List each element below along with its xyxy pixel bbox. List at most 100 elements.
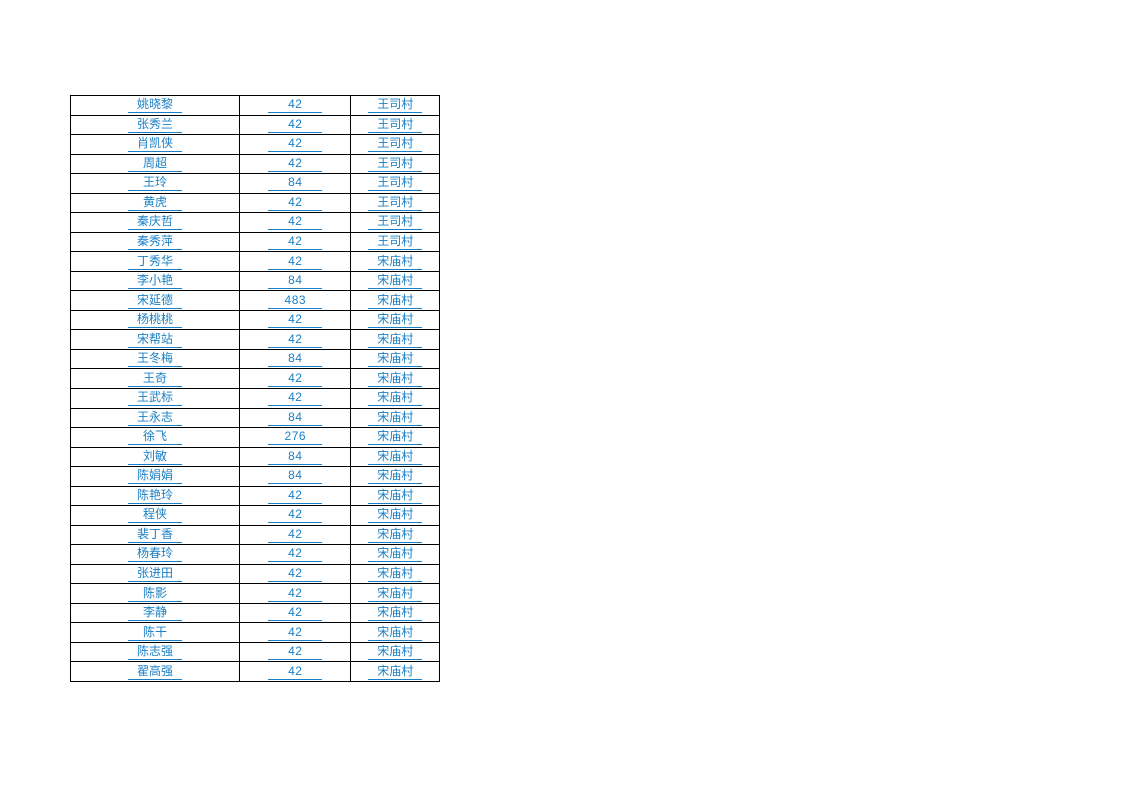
- cell-village: 宋庙村: [351, 311, 439, 330]
- cell-value: 42: [240, 213, 352, 232]
- cell-village: 宋庙村: [351, 623, 439, 642]
- cell-value-text: 42: [268, 97, 323, 114]
- cell-village-text: 宋庙村: [368, 429, 423, 446]
- cell-name-text: 陈艳玲: [128, 488, 183, 504]
- cell-village: 宋庙村: [351, 467, 439, 486]
- cell-value: 42: [240, 525, 352, 545]
- cell-village-text: 王司村: [368, 117, 423, 133]
- cell-value-text: 84: [268, 351, 323, 368]
- cell-name-text: 王玲: [128, 175, 183, 192]
- table-row: 杨春玲 42 宋庙村: [71, 545, 439, 565]
- cell-name: 陈干: [71, 623, 241, 642]
- cell-name-text: 陈志强: [128, 644, 183, 661]
- table-row: 李静 42 宋庙村: [71, 603, 439, 624]
- cell-value: 42: [240, 564, 352, 584]
- cell-village: 宋庙村: [351, 526, 439, 545]
- cell-name: 黄虎: [71, 193, 241, 213]
- cell-name: 李小艳: [71, 271, 241, 291]
- table-row: 徐飞 276 宋庙村: [71, 428, 439, 448]
- cell-village-text: 宋庙村: [368, 351, 423, 368]
- cell-village-text: 宋庙村: [368, 625, 423, 641]
- cell-village-text: 宋庙村: [368, 507, 423, 524]
- cell-name-text: 秦庆哲: [128, 214, 183, 231]
- cell-value: 42: [240, 310, 352, 330]
- cell-value: 42: [240, 603, 352, 623]
- cell-village-text: 宋庙村: [368, 566, 423, 583]
- cell-value: 42: [240, 486, 352, 506]
- table-row: 陈干 42 宋庙村: [71, 623, 439, 643]
- cell-value-text: 42: [268, 371, 323, 387]
- table-row: 姚晓黎 42 王司村: [71, 96, 439, 116]
- cell-name: 丁秀华: [71, 252, 241, 271]
- cell-name-text: 翟高强: [128, 664, 183, 680]
- cell-name: 杨桃桃: [71, 310, 241, 330]
- cell-name-text: 王武标: [128, 390, 183, 407]
- cell-village-text: 宋庙村: [368, 293, 423, 309]
- cell-value-text: 42: [268, 644, 323, 661]
- cell-village: 宋庙村: [351, 506, 439, 525]
- cell-village-text: 宋庙村: [368, 488, 423, 504]
- cell-village-text: 王司村: [368, 234, 423, 250]
- cell-value: 42: [240, 369, 352, 388]
- cell-name: 秦秀萍: [71, 232, 241, 252]
- cell-value-text: 42: [268, 488, 323, 504]
- cell-value-text: 42: [268, 117, 323, 133]
- cell-value-text: 84: [268, 273, 323, 290]
- cell-name-text: 李小艳: [128, 273, 183, 290]
- cell-value-text: 42: [268, 664, 323, 680]
- cell-value-text: 42: [268, 586, 323, 602]
- table-row: 张进田 42 宋庙村: [71, 564, 439, 585]
- cell-village-text: 王司村: [368, 156, 423, 172]
- table-row: 程侠 42 宋庙村: [71, 506, 439, 526]
- cell-name-text: 宋帮站: [128, 332, 183, 348]
- cell-name: 姚晓黎: [71, 96, 241, 115]
- cell-value: 84: [240, 467, 352, 486]
- cell-value-text: 84: [268, 449, 323, 465]
- cell-value: 84: [240, 447, 352, 467]
- cell-village-text: 王司村: [368, 136, 423, 153]
- cell-name-text: 陈影: [128, 586, 183, 602]
- cell-name: 刘敏: [71, 447, 241, 467]
- table-row: 陈娟娟 84 宋庙村: [71, 467, 439, 487]
- table-row: 王冬梅 84 宋庙村: [71, 349, 439, 370]
- cell-village-text: 宋庙村: [368, 410, 423, 426]
- cell-village: 王司村: [351, 174, 439, 193]
- cell-value: 42: [240, 545, 352, 564]
- cell-name: 杨春玲: [71, 545, 241, 564]
- cell-name: 陈娟娟: [71, 467, 241, 486]
- cell-name: 张进田: [71, 564, 241, 584]
- cell-village: 宋庙村: [351, 409, 439, 428]
- cell-village: 宋庙村: [351, 291, 439, 310]
- cell-village: 王司村: [351, 96, 439, 115]
- cell-name-text: 王冬梅: [128, 351, 183, 368]
- cell-name-text: 杨春玲: [128, 546, 183, 563]
- cell-value-text: 42: [268, 136, 323, 153]
- cell-value-text: 84: [268, 175, 323, 192]
- cell-village: 宋庙村: [351, 252, 439, 271]
- table-row: 宋延德 483 宋庙村: [71, 291, 439, 311]
- cell-village: 宋庙村: [351, 565, 439, 584]
- cell-value: 42: [240, 252, 352, 271]
- cell-value-text: 42: [268, 546, 323, 563]
- cell-village: 宋庙村: [351, 428, 439, 447]
- data-table: 姚晓黎 42 王司村 张秀兰 42 王司村 肖凯侠 42 王司村 周超 42 王司村 王玲 84 王司村 黄虎…: [70, 95, 440, 682]
- cell-name-text: 丁秀华: [128, 254, 183, 270]
- cell-village-text: 宋庙村: [368, 546, 423, 563]
- cell-value: 84: [240, 408, 352, 428]
- cell-name-text: 王奇: [128, 371, 183, 387]
- cell-name-text: 刘敏: [128, 449, 183, 465]
- cell-value-text: 42: [268, 195, 323, 211]
- table-row: 王玲 84 王司村: [71, 174, 439, 194]
- cell-village-text: 宋庙村: [368, 468, 423, 485]
- cell-value: 42: [240, 330, 352, 349]
- table-row: 周超 42 王司村: [71, 154, 439, 175]
- cell-value: 42: [240, 584, 352, 603]
- cell-village-text: 宋庙村: [368, 254, 423, 270]
- cell-village-text: 宋庙村: [368, 371, 423, 387]
- cell-village: 宋庙村: [351, 389, 439, 408]
- cell-name-text: 张进田: [128, 566, 183, 583]
- table-row: 王奇 42 宋庙村: [71, 369, 439, 389]
- table-row: 陈艳玲 42 宋庙村: [71, 486, 439, 507]
- cell-village: 王司村: [351, 233, 439, 252]
